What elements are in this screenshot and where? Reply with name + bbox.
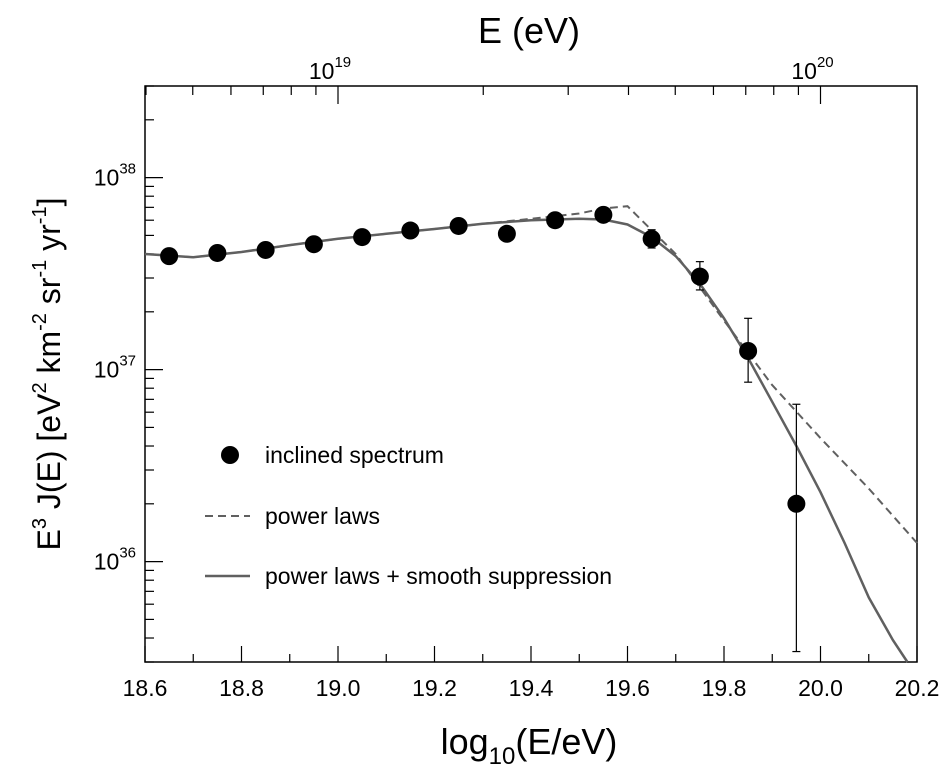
data-points	[160, 205, 806, 653]
x-tick-label: 19.8	[702, 675, 747, 701]
legend-label-suppression: power laws + smooth suppression	[265, 563, 612, 589]
x-tick-label: 19.0	[316, 675, 361, 701]
data-point	[787, 494, 806, 513]
data-point	[690, 267, 709, 286]
data-point	[256, 240, 275, 259]
y-tick-label: 1037	[94, 353, 136, 383]
legend-marker-inclined	[221, 446, 239, 464]
data-point	[304, 235, 323, 254]
data-point	[401, 221, 420, 240]
top-tick-label: 1019	[309, 54, 351, 84]
data-point	[594, 205, 613, 224]
x-tick-label: 20.0	[798, 675, 843, 701]
data-point	[546, 211, 565, 230]
top-axis-ticks: 1019 1020	[145, 54, 834, 104]
legend-label-inclined: inclined spectrum	[265, 442, 444, 468]
x-tick-label: 19.6	[605, 675, 650, 701]
data-point	[353, 228, 372, 247]
y-axis-ticks: 1036 1037 1038	[94, 85, 163, 663]
data-point	[208, 243, 227, 262]
data-point	[160, 247, 179, 266]
suppression-curve	[144, 217, 909, 663]
y-axis-title: E3 J(E) [eV2 km-2 sr-1 yr-1]	[29, 198, 67, 551]
x-tick-label: 19.4	[509, 675, 554, 701]
data-point	[739, 342, 758, 361]
legend: inclined spectrum power laws power laws …	[205, 442, 612, 589]
top-tick-label: 1020	[791, 54, 833, 84]
curves	[144, 205, 918, 663]
x-tick-label: 18.6	[123, 675, 168, 701]
y-tick-label: 1036	[94, 545, 136, 575]
x-tick-label: 19.2	[412, 675, 457, 701]
data-point	[497, 224, 516, 243]
x-axis-ticks: 18.6 18.8 19.0 19.2 19.4 19.6 19.8 20.0 20.2	[123, 646, 940, 701]
data-point	[642, 229, 661, 248]
legend-label-power-laws: power laws	[265, 503, 380, 529]
y-tick-label: 1038	[94, 161, 136, 191]
data-point	[449, 216, 468, 235]
top-axis-title: E (eV)	[478, 10, 580, 51]
x-tick-label: 18.8	[219, 675, 264, 701]
x-tick-label: 20.2	[895, 675, 940, 701]
x-axis-title: log10(E/eV)	[441, 721, 618, 770]
